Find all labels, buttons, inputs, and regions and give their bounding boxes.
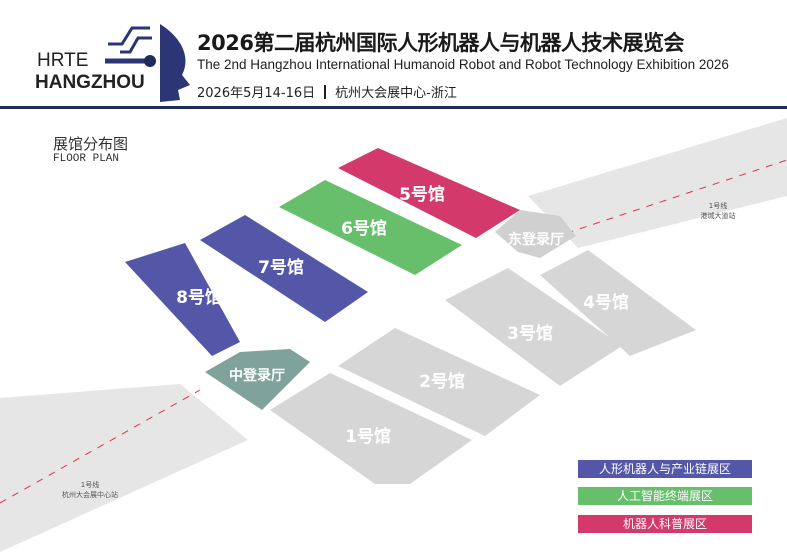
metro-sw-station: 杭州大会展中心站 xyxy=(62,490,118,499)
metro-ne-station: 港城大道站 xyxy=(701,211,736,220)
event-venue: 杭州大会展中心-浙江 xyxy=(335,86,457,101)
hall-1[interactable] xyxy=(270,373,472,484)
hall-5-label: 5号馆 xyxy=(399,184,445,205)
logo-hrte: HRTE xyxy=(37,50,89,71)
legend-robot-science: 机器人科普展区 xyxy=(578,515,752,533)
page-title: 2026第二届杭州国际人形机器人与机器人技术展览会 xyxy=(197,31,684,55)
page-subtitle: The 2nd Hangzhou International Humanoid … xyxy=(197,57,729,72)
hall-6-label: 6号馆 xyxy=(341,218,387,239)
east-lobby-label: 东登录厅 xyxy=(508,231,564,248)
metro-ne-line: 1号线 xyxy=(709,201,727,210)
event-date: 2026年5月14-16日 xyxy=(197,86,316,101)
logo-mark xyxy=(105,24,190,102)
hall-6[interactable] xyxy=(279,180,462,275)
divider xyxy=(324,85,327,99)
metro-sw-line: 1号线 xyxy=(81,480,99,489)
east-lobby[interactable] xyxy=(495,210,576,258)
floor-plan-title: 展馆分布图 xyxy=(53,135,129,153)
metro-band-southwest xyxy=(0,384,248,552)
hall-7[interactable] xyxy=(200,215,368,322)
header-rule xyxy=(0,106,787,109)
floor-plan-title-en: FLOOR PLAN xyxy=(53,153,120,165)
metro-line-southwest xyxy=(0,389,201,504)
metro-band-northeast xyxy=(528,118,787,248)
hall-3-label: 3号馆 xyxy=(507,323,553,344)
hall-8-label: 8号馆 xyxy=(176,287,222,308)
hall-8[interactable] xyxy=(125,243,240,356)
central-lobby[interactable] xyxy=(205,349,310,410)
hall-2-label: 2号馆 xyxy=(419,371,465,392)
hall-1-label: 1号馆 xyxy=(345,426,391,447)
date-venue: 2026年5月14-16日 杭州大会展中心-浙江 xyxy=(197,82,457,101)
hall-5[interactable] xyxy=(338,148,520,238)
hall-4[interactable] xyxy=(540,250,696,356)
hall-3[interactable] xyxy=(445,268,622,386)
hall-4-label: 4号馆 xyxy=(583,292,629,313)
legend-humanoid: 人形机器人与产业链展区 xyxy=(578,460,752,478)
hall-2[interactable] xyxy=(338,328,540,436)
metro-line-northeast xyxy=(539,159,787,243)
logo-hangzhou: HANGZHOU xyxy=(35,72,145,93)
hall-7-label: 7号馆 xyxy=(258,257,304,278)
central-lobby-label: 中登录厅 xyxy=(229,367,285,384)
legend-ai-terminal: 人工智能终端展区 xyxy=(578,487,752,505)
